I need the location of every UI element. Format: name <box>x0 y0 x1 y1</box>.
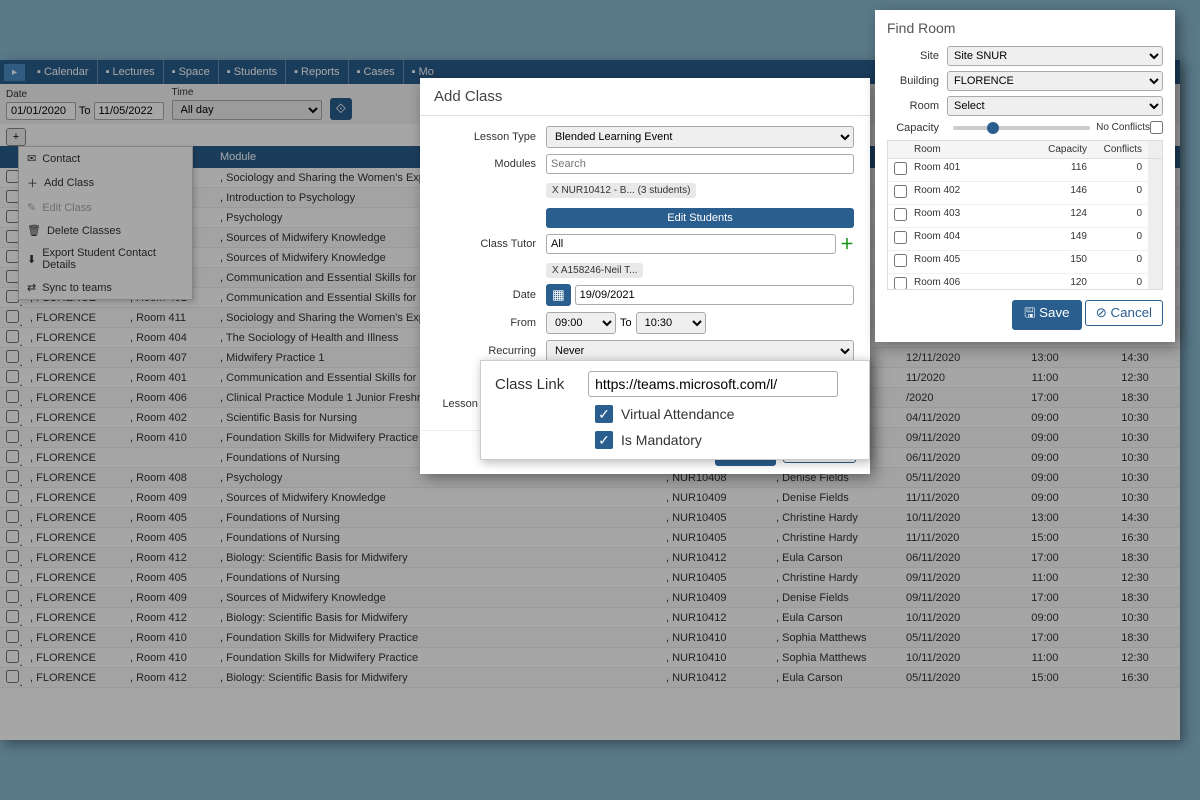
to-label-modal: To <box>620 317 632 329</box>
no-conflicts-label: No Conflicts <box>1096 122 1150 133</box>
lesson-type-label: Lesson Type <box>436 131 546 143</box>
fr-cancel-button[interactable]: ⊘ Cancel <box>1085 300 1163 326</box>
capacity-slider[interactable] <box>953 126 1090 130</box>
fr-head-conflicts: Conflicts <box>1093 141 1148 158</box>
building-select[interactable]: FLORENCE <box>947 71 1163 91</box>
room-checkbox[interactable] <box>894 185 907 198</box>
mandatory-label: Is Mandatory <box>621 432 702 448</box>
class-link-popover: Class Link ✓ Virtual Attendance ✓ Is Manda… <box>480 360 870 460</box>
room-select[interactable]: Select <box>947 96 1163 116</box>
virtual-checkbox[interactable]: ✓ <box>595 405 613 423</box>
find-room-modal: Find Room SiteSite SNUR BuildingFLORENCE… <box>875 10 1175 342</box>
room-row[interactable]: Room 4041490 <box>888 228 1162 251</box>
find-room-title: Find Room <box>887 20 1163 36</box>
date-label-modal: Date <box>436 289 546 301</box>
class-link-label: Class Link <box>495 376 585 393</box>
calendar-icon[interactable]: ▦ <box>546 284 571 306</box>
fr-head-capacity: Capacity <box>1038 141 1093 158</box>
to-time-select[interactable]: 10:30 <box>636 312 706 334</box>
site-select[interactable]: Site SNUR <box>947 46 1163 66</box>
room-checkbox[interactable] <box>894 231 907 244</box>
recurring-label: Recurring <box>436 345 546 357</box>
room-row[interactable]: Room 4021460 <box>888 182 1162 205</box>
class-tutor-label: Class Tutor <box>436 238 546 250</box>
module-chip[interactable]: X NUR10412 - B... (3 students) <box>546 183 696 198</box>
capacity-label: Capacity <box>887 122 947 134</box>
building-label: Building <box>887 75 947 87</box>
recurring-select[interactable]: Never <box>546 340 854 362</box>
room-row[interactable]: Room 4061200 <box>888 274 1162 289</box>
date-input[interactable] <box>575 285 854 305</box>
add-tutor-icon[interactable]: ＋ <box>840 234 854 254</box>
class-link-input[interactable] <box>588 371 838 397</box>
room-checkbox[interactable] <box>894 208 907 221</box>
edit-students-button[interactable]: Edit Students <box>546 208 854 228</box>
modules-label: Modules <box>436 158 546 170</box>
room-checkbox[interactable] <box>894 254 907 267</box>
from-label: From <box>436 317 546 329</box>
fr-head-room: Room <box>908 141 1038 158</box>
add-class-title: Add Class <box>420 78 870 116</box>
room-checkbox[interactable] <box>894 162 907 175</box>
class-tutor-input[interactable] <box>546 234 836 254</box>
site-label: Site <box>887 50 947 62</box>
room-checkbox[interactable] <box>894 277 907 289</box>
tutor-chip[interactable]: X A158246-Neil T... <box>546 263 643 278</box>
from-time-select[interactable]: 09:00 <box>546 312 616 334</box>
room-label: Room <box>887 100 947 112</box>
virtual-label: Virtual Attendance <box>621 406 734 422</box>
modules-input[interactable] <box>546 154 854 174</box>
room-row[interactable]: Room 4051500 <box>888 251 1162 274</box>
lesson-type-select[interactable]: Blended Learning Event <box>546 126 854 148</box>
fr-save-button[interactable]: 🖫 Save <box>1012 300 1081 330</box>
room-row[interactable]: Room 4031240 <box>888 205 1162 228</box>
no-conflicts-checkbox[interactable] <box>1150 121 1163 134</box>
mandatory-checkbox[interactable]: ✓ <box>595 431 613 449</box>
room-row[interactable]: Room 4011160 <box>888 159 1162 182</box>
